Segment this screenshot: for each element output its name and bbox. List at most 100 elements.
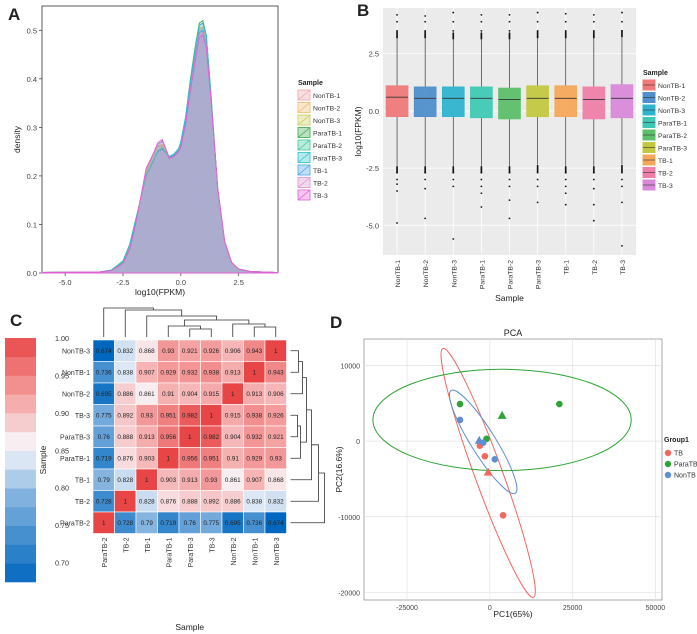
outlier-point bbox=[592, 20, 595, 23]
outlier-point bbox=[396, 13, 398, 16]
dendrogram-link bbox=[167, 325, 201, 337]
cell-label: 0.892 bbox=[203, 499, 219, 506]
outlier-point bbox=[621, 170, 623, 173]
legend-label: ParaTB-2 bbox=[658, 133, 687, 140]
cell-label: 0.926 bbox=[203, 348, 219, 355]
cell-label: 1 bbox=[166, 456, 170, 463]
outlier-point bbox=[424, 178, 427, 181]
outlier-point bbox=[424, 31, 427, 33]
outlier-point bbox=[592, 171, 595, 174]
x-tick-label: TB-2 bbox=[592, 260, 599, 275]
cell-label: 0.838 bbox=[246, 499, 262, 506]
panel-c: C 0.674 0.832 0.868 0.93 0.921 0.926 0.906 0.943… bbox=[5, 307, 325, 632]
cell-label: 0.838 bbox=[117, 370, 133, 377]
y-tick-label: 0.4 bbox=[27, 75, 37, 84]
cell-label: 0.832 bbox=[268, 499, 284, 506]
y-tick-label: 2.5 bbox=[369, 50, 379, 59]
colorbar-segment bbox=[5, 506, 36, 526]
outlier-point bbox=[564, 192, 567, 195]
col-label: TB-1 bbox=[145, 537, 152, 552]
x-tick-label: 0.0 bbox=[176, 278, 186, 287]
outlier-point bbox=[452, 178, 455, 181]
outlier-point bbox=[452, 32, 455, 35]
cell-label: 0.921 bbox=[268, 434, 284, 441]
density-TB-3 bbox=[41, 34, 279, 274]
outlier-point bbox=[564, 12, 567, 15]
ellipse-TB bbox=[440, 347, 536, 598]
cell-label: 0.93 bbox=[141, 413, 154, 420]
cell-label: 0.932 bbox=[246, 434, 262, 441]
point-TB bbox=[499, 511, 507, 519]
legend-label: NonTB-1 bbox=[658, 83, 685, 90]
x-tick-label: TB-3 bbox=[620, 260, 627, 275]
cell-label: 1 bbox=[188, 434, 192, 441]
colorbar-tick-label: 0.75 bbox=[55, 521, 69, 530]
box-TB-3 bbox=[610, 84, 634, 119]
x-tick-label: -25000 bbox=[396, 605, 418, 612]
dendrogram-link bbox=[290, 409, 312, 481]
cell-label: 0.674 bbox=[96, 348, 112, 355]
cell-label: 0.913 bbox=[225, 370, 241, 377]
colorbar-tick-label: 0.70 bbox=[55, 559, 69, 568]
outlier-point bbox=[564, 178, 567, 181]
col-label: NonTB-2 bbox=[231, 537, 238, 565]
legend-label: ParaTB-1 bbox=[658, 121, 687, 128]
cell-label: 0.888 bbox=[182, 499, 198, 506]
cell-label: 0.719 bbox=[160, 520, 176, 527]
cell-label: 0.695 bbox=[96, 391, 112, 398]
centroid-NonTB bbox=[474, 435, 484, 444]
dendrogram-link bbox=[300, 377, 307, 443]
cell-label: 0.932 bbox=[182, 370, 198, 377]
cell-label: 0.913 bbox=[246, 391, 262, 398]
legend-marker bbox=[664, 460, 672, 468]
legend-marker bbox=[664, 449, 672, 457]
outlier-point bbox=[424, 217, 427, 220]
cell-label: 0.861 bbox=[225, 477, 241, 484]
x-tick-label: 25000 bbox=[563, 605, 583, 612]
legend-label: ParaTB-3 bbox=[313, 156, 342, 163]
col-label: ParaTB-3 bbox=[188, 537, 195, 567]
cell-label: 0.951 bbox=[160, 413, 176, 420]
dendrogram-link bbox=[103, 307, 154, 337]
cell-label: 0.886 bbox=[117, 391, 133, 398]
colorbar-segment bbox=[5, 450, 36, 470]
outlier-point bbox=[396, 31, 398, 33]
row-label: TB-3 bbox=[75, 413, 90, 420]
outlier-point bbox=[592, 178, 595, 181]
cell-label: 0.904 bbox=[182, 391, 198, 398]
cell-label: 0.868 bbox=[139, 348, 155, 355]
colorbar-segment bbox=[5, 544, 36, 564]
cell-label: 1 bbox=[102, 520, 106, 527]
dendrogram-link bbox=[290, 361, 303, 395]
y-tick-label: -10000 bbox=[338, 515, 360, 522]
cell-label: 0.728 bbox=[96, 499, 112, 506]
plot-frame bbox=[41, 5, 279, 274]
outlier-point bbox=[621, 20, 623, 23]
x-tick-label: 50000 bbox=[646, 605, 666, 612]
x-tick-label: ParaTB-1 bbox=[479, 260, 486, 289]
panel-label: B bbox=[357, 1, 369, 20]
legend-label: ParaTB-2 bbox=[313, 143, 342, 150]
panel-label: C bbox=[10, 311, 22, 330]
dendrogram-link bbox=[290, 425, 301, 459]
y-tick-label: 0.1 bbox=[27, 220, 37, 229]
outlier-point bbox=[424, 187, 427, 190]
outlier-point bbox=[536, 201, 539, 204]
col-label: NonTB-1 bbox=[252, 537, 259, 565]
outlier-point bbox=[621, 178, 623, 181]
outlier-point bbox=[480, 20, 483, 23]
x-axis-label: log10(FPKM) bbox=[135, 287, 185, 297]
cell-label: 0.93 bbox=[270, 456, 283, 463]
outlier-point bbox=[536, 11, 539, 14]
legend-label: TB-1 bbox=[658, 158, 673, 165]
cell-label: 0.956 bbox=[182, 456, 198, 463]
cell-label: 0.915 bbox=[203, 391, 219, 398]
cell-label: 0.903 bbox=[139, 456, 155, 463]
dendrogram-link bbox=[146, 315, 218, 337]
outlier-point bbox=[396, 222, 398, 224]
y-tick-label: 0.0 bbox=[27, 269, 37, 278]
cell-label: 0.876 bbox=[117, 456, 133, 463]
centroid-TB bbox=[483, 467, 493, 476]
cell-label: 0.828 bbox=[139, 499, 155, 506]
